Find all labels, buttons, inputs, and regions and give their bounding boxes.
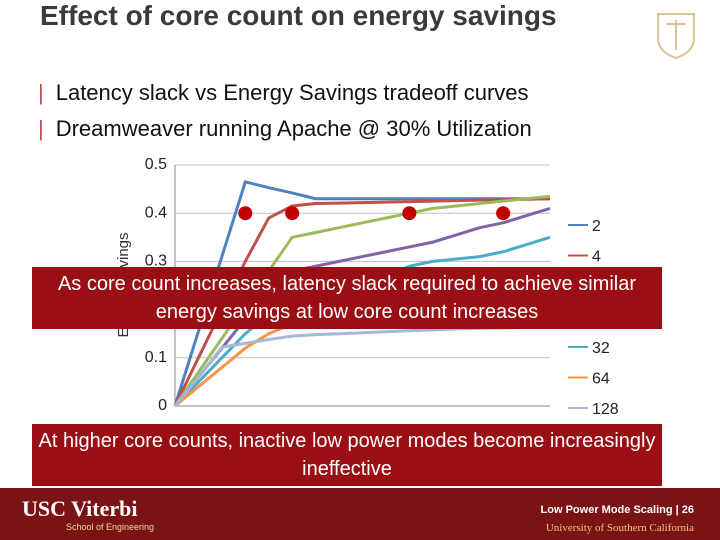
bullet-text: Latency slack vs Energy Savings tradeoff… bbox=[55, 80, 529, 105]
bullet: | Latency slack vs Energy Savings tradeof… bbox=[38, 80, 529, 105]
y-tick-label: 0.4 bbox=[145, 204, 167, 221]
footer-logo: USC Viterbi bbox=[22, 496, 138, 521]
legend-label: 4 bbox=[592, 249, 601, 266]
y-tick-label: 0.3 bbox=[145, 253, 167, 270]
footer-university: University of Southern California bbox=[545, 522, 694, 534]
y-tick-label: 0.5 bbox=[145, 156, 167, 173]
y-tick-label: 0 bbox=[158, 397, 167, 414]
seal bbox=[657, 13, 695, 60]
legend-label: 64 bbox=[592, 371, 610, 388]
highlight-point bbox=[496, 206, 511, 221]
bullet-text: Dreamweaver running Apache @ 30% Utiliza… bbox=[55, 116, 532, 141]
callout: As core count increases, latency slack r… bbox=[32, 267, 662, 329]
bullet: | Dreamweaver running Apache @ 30% Utiliz… bbox=[38, 116, 532, 141]
legend-label: 2 bbox=[592, 218, 601, 235]
highlight-point bbox=[238, 206, 253, 221]
highlight-point bbox=[402, 206, 417, 221]
legend-label: 32 bbox=[592, 340, 610, 357]
slide-title: Effect of core count on energy savings bbox=[40, 0, 557, 31]
highlight-point bbox=[285, 206, 300, 221]
footer: USC Viterbi School of Engineering Low Po… bbox=[0, 488, 720, 540]
footer-slide: Low Power Mode Scaling | 26 bbox=[540, 504, 694, 516]
legend-label: 128 bbox=[592, 401, 619, 418]
y-tick-label: 0.1 bbox=[145, 349, 167, 366]
callout: At higher core counts, inactive low powe… bbox=[32, 424, 662, 486]
footer-school: School of Engineering bbox=[66, 522, 155, 532]
